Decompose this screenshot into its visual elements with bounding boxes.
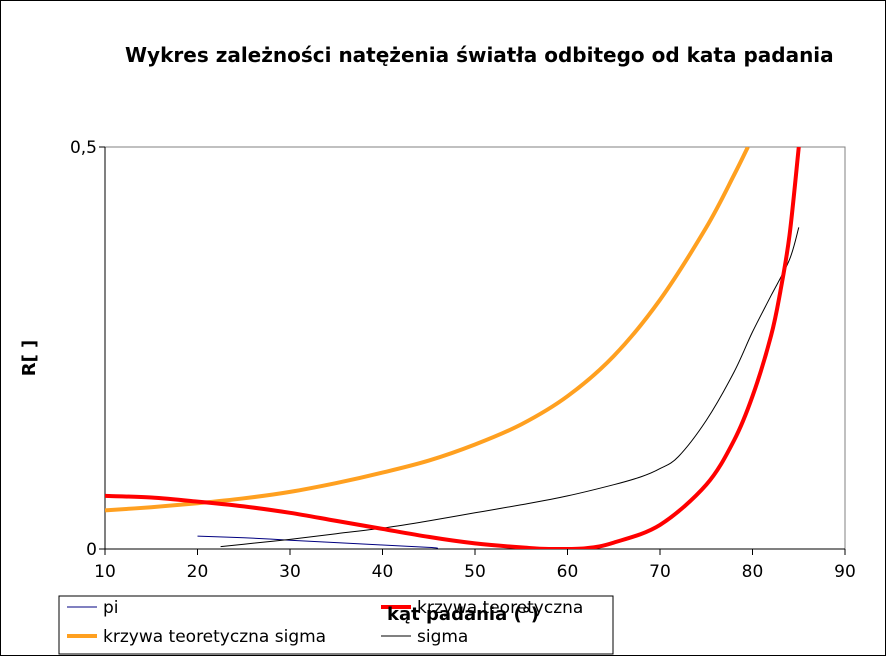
- x-tick-label-10: 10: [94, 562, 116, 582]
- legend-box: [58, 595, 614, 655]
- x-tick-label-30: 30: [279, 562, 301, 582]
- series-line-krzywa-teoretyczna-sigma: [105, 147, 750, 513]
- legend-label-pi: pi: [103, 598, 119, 618]
- x-tick-label-70: 70: [649, 562, 671, 582]
- series-line-pi: [197, 535, 439, 549]
- x-tick-label-50: 50: [464, 562, 486, 582]
- x-tick-label-90: 90: [834, 562, 856, 582]
- plot-area: 10 20 30 40 50 60 70 80 90 0 0,5: [70, 138, 856, 582]
- legend: pi krzywa teoretyczna krzywa teoretyczna s…: [58, 595, 614, 655]
- x-axis-title: kąt padania (°): [387, 604, 539, 625]
- y-tick-label-0: 0: [86, 540, 97, 560]
- legend-label-krzywa-teoretyczna: krzywa teoretyczna: [417, 598, 583, 618]
- x-tick-label-20: 20: [187, 562, 209, 582]
- x-tick-label-80: 80: [742, 562, 764, 582]
- x-tick-label-60: 60: [557, 562, 579, 582]
- x-tick-label-40: 40: [372, 562, 394, 582]
- series-line-sigma: [220, 227, 800, 548]
- y-tick-label-1: 0,5: [70, 138, 97, 158]
- legend-label-sigma: sigma: [417, 627, 468, 647]
- plot-border: [104, 146, 846, 550]
- chart-title: Wykres zależności natężenia światła odbi…: [125, 43, 834, 67]
- y-axis-title: R[ ]: [19, 340, 40, 377]
- legend-label-krzywa-teoretyczna-sigma: krzywa teoretyczna sigma: [103, 627, 326, 647]
- series-line-krzywa-teoretyczna: [105, 147, 801, 549]
